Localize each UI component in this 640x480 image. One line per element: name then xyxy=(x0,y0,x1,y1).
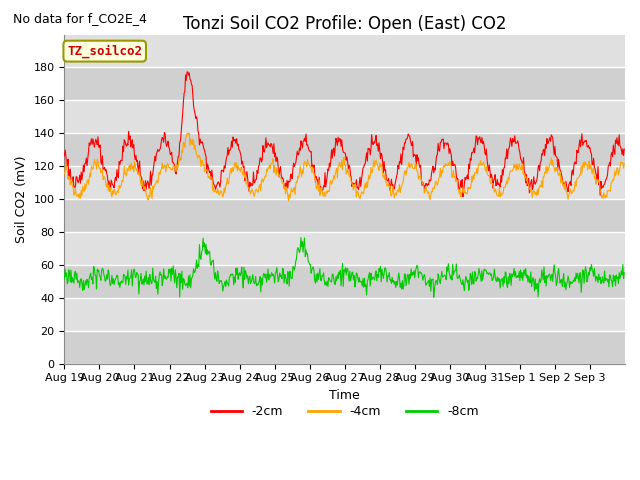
Bar xyxy=(65,265,625,298)
Title: Tonzi Soil CO2 Profile: Open (East) CO2: Tonzi Soil CO2 Profile: Open (East) CO2 xyxy=(183,15,506,33)
Text: No data for f_CO2E_4: No data for f_CO2E_4 xyxy=(13,12,147,25)
Bar xyxy=(65,68,625,100)
Legend: -2cm, -4cm, -8cm: -2cm, -4cm, -8cm xyxy=(205,400,484,423)
Text: TZ_soilco2: TZ_soilco2 xyxy=(67,45,142,58)
X-axis label: Time: Time xyxy=(330,389,360,402)
Bar xyxy=(65,199,625,232)
Bar xyxy=(65,331,625,364)
Bar xyxy=(65,133,625,166)
Y-axis label: Soil CO2 (mV): Soil CO2 (mV) xyxy=(15,156,28,243)
